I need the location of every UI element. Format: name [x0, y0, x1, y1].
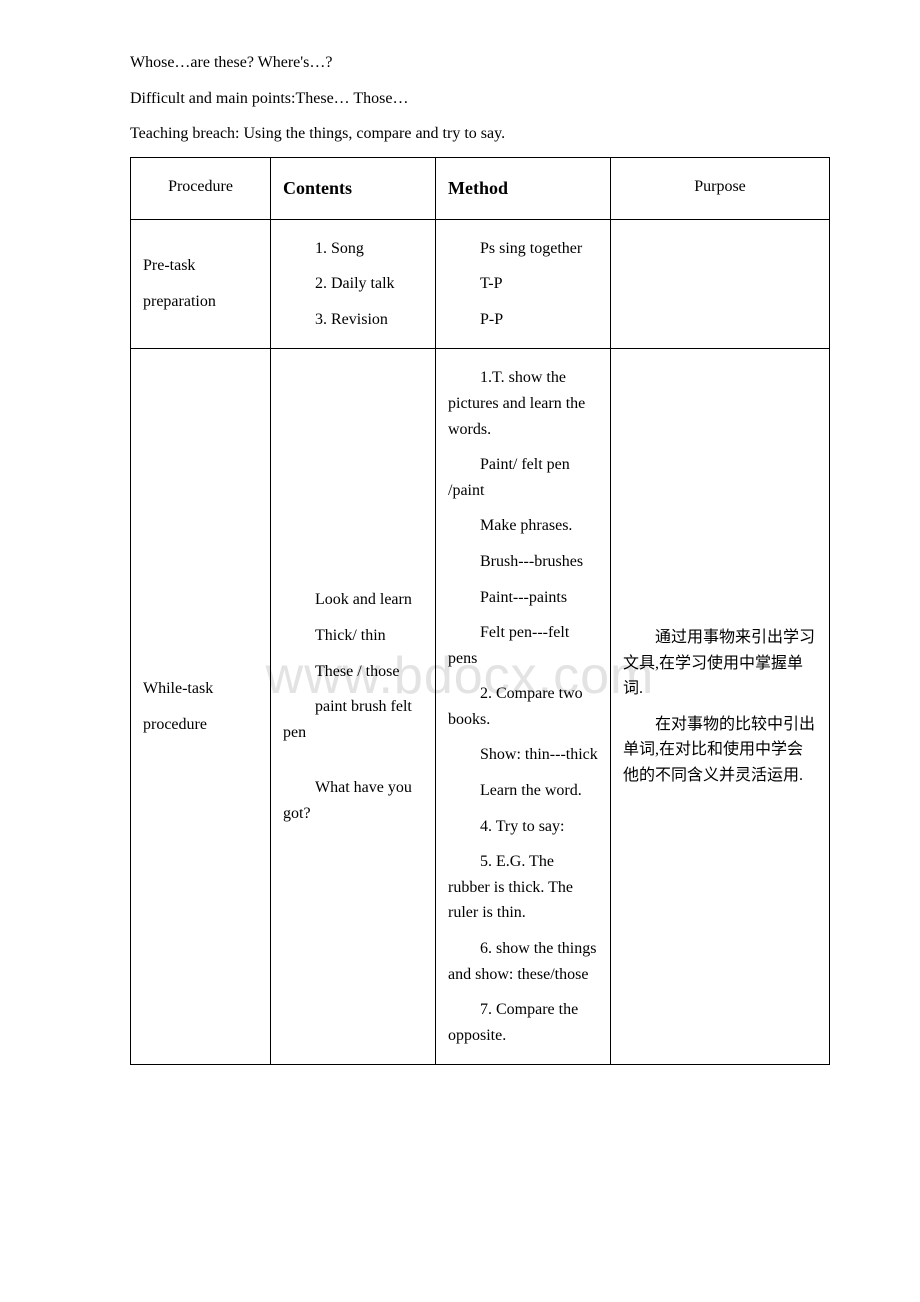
whiletask-method-cell: 1.T. show the pictures and learn the wor… — [436, 349, 611, 1064]
whiletask-method-4: Brush---brushes — [448, 549, 598, 575]
pretask-purpose-cell — [611, 220, 829, 349]
whiletask-purpose-1: 通过用事物来引出学习文具,在学习使用中掌握单词. — [623, 625, 817, 702]
whiletask-line1: While-task — [143, 676, 258, 702]
whiletask-contents-cell: Look and learn Thick/ thin These / those… — [271, 349, 436, 1064]
lesson-table: Procedure Contents Method Purpose Pre-ta… — [130, 157, 830, 1066]
header-line-1: Whose…are these? Where's…? — [130, 50, 830, 76]
whiletask-method-11: 5. E.G. The rubber is thick. The ruler i… — [448, 849, 598, 926]
header-method: Method — [436, 158, 611, 219]
whiletask-method-13: 7. Compare the opposite. — [448, 997, 598, 1048]
pretask-method-cell: Ps sing together T-P P-P — [436, 220, 611, 349]
whiletask-content-1: Look and learn — [283, 587, 423, 613]
whiletask-method-8: Show: thin---thick — [448, 742, 598, 768]
whiletask-method-6: Felt pen---felt pens — [448, 620, 598, 671]
pretask-content-3: 3. Revision — [283, 307, 423, 333]
table-row-pretask: Pre-task preparation 1. Song 2. Daily ta… — [131, 220, 829, 350]
pretask-content-2: 2. Daily talk — [283, 271, 423, 297]
pretask-method-3: P-P — [448, 307, 598, 333]
whiletask-method-5: Paint---paints — [448, 585, 598, 611]
whiletask-line2: procedure — [143, 712, 258, 738]
header-line-2: Difficult and main points:These… Those… — [130, 86, 830, 112]
whiletask-purpose-2: 在对事物的比较中引出单词,在对比和使用中学会他的不同含义并灵活运用. — [623, 712, 817, 789]
pretask-procedure-cell: Pre-task preparation — [131, 220, 271, 349]
whiletask-method-10: 4. Try to say: — [448, 814, 598, 840]
header-purpose: Purpose — [611, 158, 829, 219]
whiletask-content-5: What have you got? — [283, 775, 423, 826]
whiletask-method-3: Make phrases. — [448, 513, 598, 539]
whiletask-purpose-cell: 通过用事物来引出学习文具,在学习使用中掌握单词. 在对事物的比较中引出单词,在对… — [611, 349, 829, 1064]
header-procedure: Procedure — [131, 158, 271, 219]
header-purpose-label: Purpose — [623, 174, 817, 200]
pretask-content-1: 1. Song — [283, 236, 423, 262]
whiletask-method-1: 1.T. show the pictures and learn the wor… — [448, 365, 598, 442]
header-line-3: Teaching breach: Using the things, compa… — [130, 121, 830, 147]
content-layer: Whose…are these? Where's…? Difficult and… — [130, 50, 830, 1065]
pretask-line1: Pre-task — [143, 253, 258, 279]
whiletask-method-9: Learn the word. — [448, 778, 598, 804]
whiletask-content-3: These / those — [283, 659, 423, 685]
header-procedure-label: Procedure — [143, 174, 258, 200]
whiletask-method-2: Paint/ felt pen /paint — [448, 452, 598, 503]
whiletask-content-2: Thick/ thin — [283, 623, 423, 649]
whiletask-method-12: 6. show the things and show: these/those — [448, 936, 598, 987]
header-contents: Contents — [271, 158, 436, 219]
pretask-line2: preparation — [143, 289, 258, 315]
whiletask-method-7: 2. Compare two books. — [448, 681, 598, 732]
whiletask-content-4: paint brush felt pen — [283, 694, 423, 745]
table-header-row: Procedure Contents Method Purpose — [131, 158, 829, 220]
pretask-method-1: Ps sing together — [448, 236, 598, 262]
whiletask-procedure-cell: While-task procedure — [131, 349, 271, 1064]
table-row-whiletask: While-task procedure Look and learn Thic… — [131, 349, 829, 1064]
pretask-contents-cell: 1. Song 2. Daily talk 3. Revision — [271, 220, 436, 349]
pretask-method-2: T-P — [448, 271, 598, 297]
